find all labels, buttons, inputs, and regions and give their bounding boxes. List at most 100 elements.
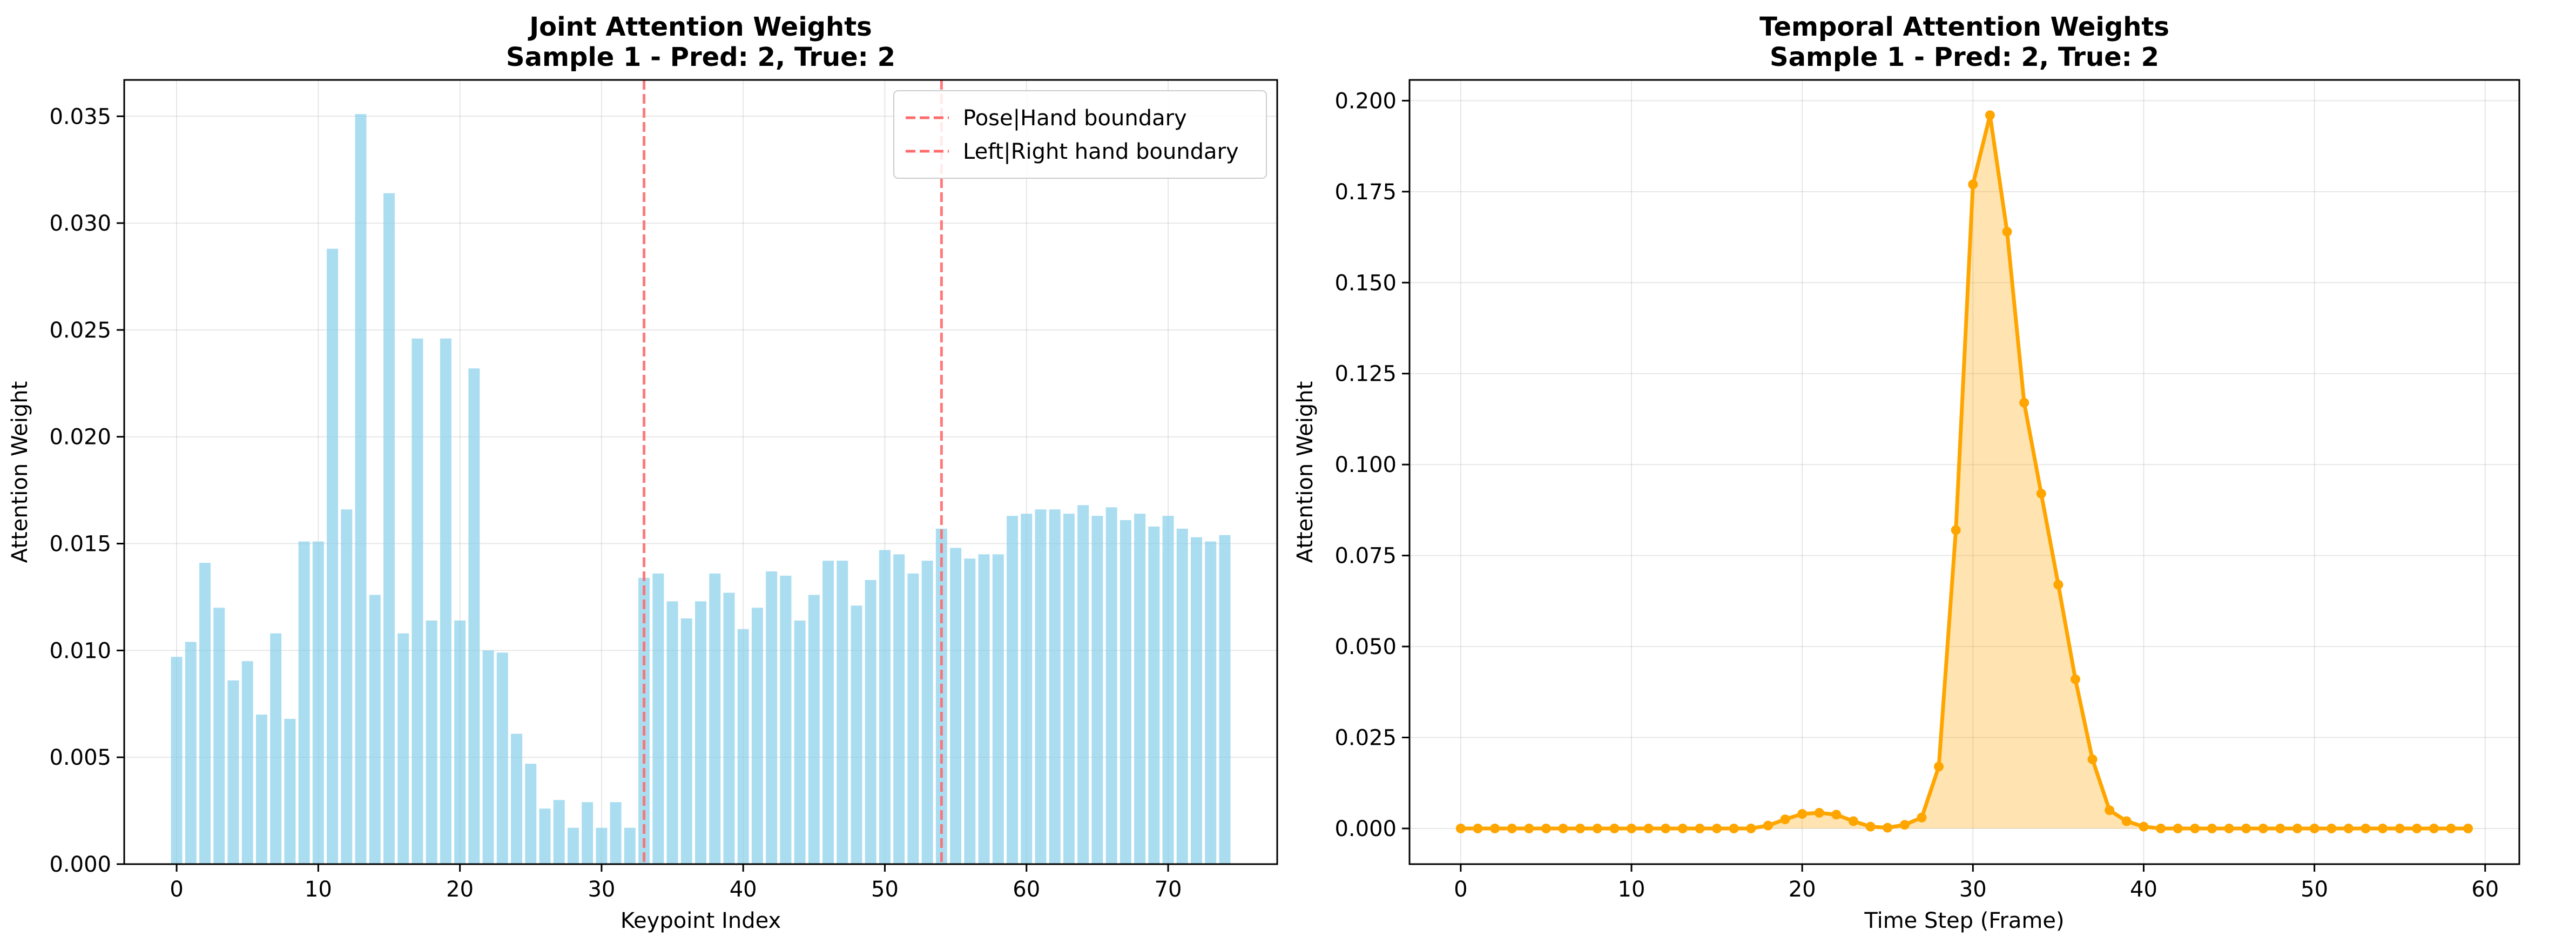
bar [1035, 509, 1047, 864]
data-point [1763, 820, 1773, 831]
data-point [2139, 821, 2149, 832]
bar [964, 558, 976, 864]
bar [992, 554, 1004, 864]
data-point [2002, 226, 2012, 237]
data-point [2087, 754, 2098, 764]
bar [1162, 516, 1174, 864]
y-axis-label: Attention Weight [1293, 381, 1318, 563]
bar [468, 368, 480, 864]
bar [1091, 516, 1103, 864]
data-point [1575, 823, 1586, 833]
bar [1063, 514, 1075, 864]
bar [327, 248, 339, 864]
data-point [1627, 823, 1636, 833]
x-axis-label: Time Step (Frame) [1864, 908, 2064, 933]
bar [935, 528, 947, 864]
bar [950, 548, 962, 864]
bar [837, 561, 848, 864]
data-point [1729, 823, 1739, 833]
data-point [2190, 823, 2200, 833]
bar [227, 680, 239, 864]
bars [171, 114, 1231, 865]
data-point [2309, 823, 2319, 833]
bar [907, 573, 919, 864]
legend-box [893, 90, 1267, 179]
bar [695, 601, 706, 864]
x-axis-ticks: 0 10 20 30 40 50 60 [1454, 864, 2499, 902]
y-tick-label: 0.030 [49, 211, 111, 236]
data-point [1643, 823, 1654, 833]
data-point [2071, 674, 2080, 684]
data-point [2292, 823, 2302, 833]
bar [1049, 509, 1061, 864]
bar [780, 575, 792, 864]
bar [185, 642, 197, 864]
bar [921, 561, 933, 864]
data-point [2241, 823, 2251, 833]
data-point [1865, 821, 1876, 832]
bar [539, 808, 551, 864]
y-tick-label: 0.100 [1334, 453, 1397, 477]
y-axis-ticks: 0.000 0.005 0.010 0.015 0.020 0.025 0.030 0.035 [49, 104, 124, 877]
x-tick-label: 40 [730, 877, 757, 902]
legend-entry-left-right: Left|Right hand boundary [963, 139, 1239, 164]
data-point [2429, 823, 2439, 833]
bar [355, 114, 367, 864]
x-tick-label: 70 [1155, 877, 1182, 902]
data-point [2224, 823, 2234, 833]
data-point [1455, 823, 1466, 833]
chart-title-line-2: Sample 1 - Pred: 2, True: 2 [506, 42, 895, 72]
data-point [1780, 814, 1790, 825]
data-point [1746, 823, 1756, 833]
bar [1077, 505, 1089, 864]
bar [482, 650, 494, 864]
x-tick-label: 10 [1618, 877, 1646, 902]
data-point [2173, 823, 2183, 833]
bar [312, 541, 324, 864]
y-tick-label: 0.025 [1334, 726, 1397, 751]
y-tick-label: 0.050 [1334, 635, 1397, 659]
bar [1191, 537, 1202, 864]
points [1455, 110, 2473, 833]
bar [879, 550, 891, 864]
data-point [1558, 823, 1568, 833]
data-point [1968, 179, 1978, 190]
data-point [1797, 809, 1808, 819]
bar [341, 509, 353, 864]
data-point [2327, 823, 2337, 833]
data-point [1661, 823, 1671, 833]
chart-title-line-1: Joint Attention Weights [528, 12, 872, 42]
data-point [1592, 823, 1602, 833]
data-point [1490, 823, 1500, 833]
y-tick-label: 0.015 [49, 532, 111, 557]
bar [426, 620, 437, 864]
y-tick-label: 0.005 [49, 745, 111, 770]
bar [1120, 520, 1131, 864]
bar [567, 827, 579, 864]
data-point [2019, 397, 2029, 408]
bar [794, 620, 806, 864]
data-point [1985, 110, 1995, 120]
bar [978, 554, 990, 864]
data-point [1849, 816, 1858, 826]
x-axis-label: Keypoint Index [621, 908, 781, 933]
data-point [2446, 823, 2456, 833]
bar [610, 802, 622, 864]
y-tick-label: 0.125 [1334, 362, 1397, 387]
x-tick-label: 30 [1959, 877, 1987, 902]
y-axis-label: Attention Weight [8, 381, 32, 563]
bar [1205, 541, 1217, 864]
bar [397, 633, 409, 864]
bar [454, 620, 466, 864]
data-point [2343, 823, 2354, 833]
bar [511, 733, 523, 864]
y-tick-label: 0.200 [1334, 89, 1397, 113]
data-point [1917, 812, 1927, 823]
data-point [1473, 823, 1483, 833]
bar [1105, 507, 1117, 864]
y-tick-label: 0.175 [1334, 180, 1397, 205]
x-tick-label: 40 [2130, 877, 2157, 902]
joint-attention-chart: 0 10 20 30 40 50 60 70 0.000 0.005 0.010 0.015 0.02… [8, 12, 1278, 933]
x-tick-label: 20 [1789, 877, 1816, 902]
